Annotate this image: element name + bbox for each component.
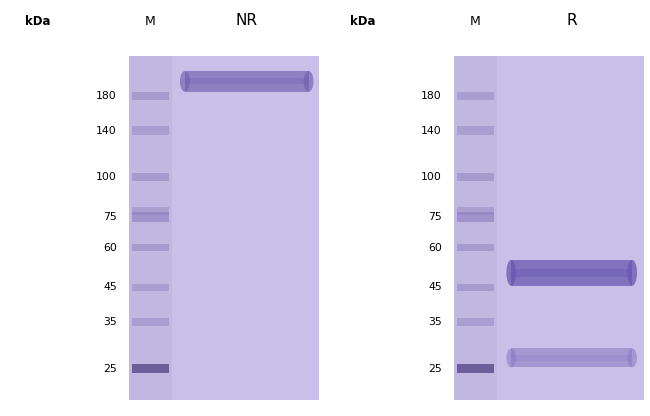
Bar [133,364,168,373]
Text: kDa: kDa [350,15,376,28]
Text: 180: 180 [421,91,442,101]
Ellipse shape [627,260,637,286]
Bar [458,284,493,291]
Bar [458,207,493,215]
Text: kDa: kDa [25,15,51,28]
Bar [458,212,493,222]
Bar [511,269,632,277]
Bar [454,56,644,400]
Text: 45: 45 [428,282,442,292]
Bar [185,78,309,84]
Bar [458,364,493,373]
Text: NR: NR [236,13,257,28]
Bar [454,56,497,400]
Text: 180: 180 [96,91,117,101]
Ellipse shape [180,71,190,92]
Bar [458,319,493,326]
Bar [458,244,493,251]
Text: 100: 100 [96,172,117,182]
Text: 75: 75 [428,212,442,222]
Text: 35: 35 [428,317,442,327]
Text: 60: 60 [103,243,117,253]
Text: 60: 60 [428,243,442,253]
Bar [133,173,168,181]
Bar [133,319,168,326]
Text: 140: 140 [421,126,442,136]
Text: 45: 45 [103,282,117,292]
Bar [511,260,632,286]
Ellipse shape [304,71,313,92]
Bar [511,349,632,367]
Bar [129,56,318,400]
Text: 25: 25 [428,364,442,374]
Bar [133,244,168,251]
Text: 75: 75 [103,212,117,222]
Text: R: R [566,13,577,28]
Text: 100: 100 [421,172,442,182]
Bar [185,71,309,92]
Bar [511,355,632,361]
Bar [458,173,493,181]
Ellipse shape [506,349,516,367]
Bar [133,284,168,291]
Ellipse shape [506,260,516,286]
Bar [133,212,168,222]
Bar [458,92,493,100]
Bar [133,126,168,135]
Bar [133,92,168,100]
Text: M: M [470,15,481,28]
Bar [458,126,493,135]
Text: M: M [145,15,156,28]
Ellipse shape [627,349,637,367]
Text: 140: 140 [96,126,117,136]
Text: 35: 35 [103,317,117,327]
Text: 25: 25 [103,364,117,374]
Bar [129,56,172,400]
Bar [133,207,168,215]
